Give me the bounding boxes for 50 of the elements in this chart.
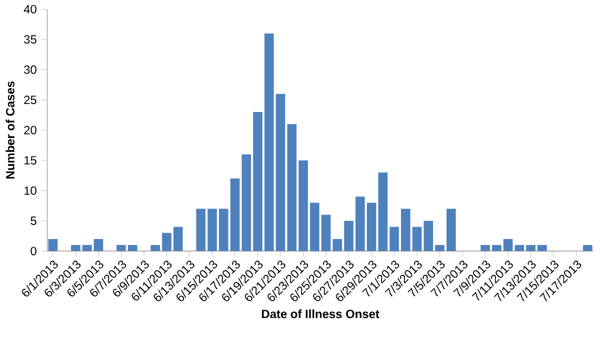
- bar: [218, 208, 228, 252]
- bar: [162, 232, 172, 252]
- bar: [230, 178, 240, 252]
- bar: [48, 238, 58, 252]
- bar: [196, 208, 206, 252]
- bar: [321, 214, 331, 252]
- y-tick-label: 0: [30, 246, 36, 256]
- bar: [208, 208, 217, 252]
- bar: [435, 245, 444, 252]
- bar: [82, 245, 92, 252]
- bar: [344, 220, 354, 252]
- bar: [310, 202, 320, 252]
- bar: [526, 245, 536, 252]
- y-tick-label: 30: [24, 65, 36, 74]
- y-tick-label: 20: [24, 126, 36, 134]
- bar: [94, 238, 104, 252]
- y-tick-label: 15: [24, 156, 36, 165]
- y-axis-title: Number of Cases: [6, 81, 14, 178]
- y-tick-label: 35: [24, 35, 36, 44]
- bar: [538, 245, 547, 252]
- bar: [332, 238, 342, 252]
- bar: [390, 226, 399, 252]
- bar: [355, 196, 365, 252]
- x-axis-title: Date of Illness Onset: [262, 309, 380, 318]
- bar: [71, 245, 80, 252]
- bar: [253, 112, 262, 252]
- bar: [446, 208, 456, 252]
- bar: [400, 208, 410, 252]
- bar: [264, 33, 274, 252]
- bar: [276, 94, 286, 252]
- bar: [366, 202, 376, 252]
- bar: [287, 124, 297, 252]
- bar: [424, 220, 434, 252]
- bar: [412, 226, 422, 252]
- y-tick-label: 25: [24, 96, 36, 104]
- bar: [173, 226, 183, 252]
- y-tick-label: 5: [30, 216, 36, 226]
- bar: [116, 245, 126, 252]
- bar: [480, 245, 490, 252]
- bar: [492, 245, 502, 252]
- bar: [378, 172, 388, 252]
- bar: [514, 245, 524, 252]
- bar: [583, 245, 592, 252]
- bar: [150, 245, 160, 252]
- bar: [298, 160, 308, 252]
- bar: [503, 238, 513, 252]
- y-tick-label: 10: [24, 186, 36, 195]
- y-tick-label: 40: [24, 4, 36, 14]
- bar: [128, 245, 138, 252]
- bar: [242, 154, 252, 252]
